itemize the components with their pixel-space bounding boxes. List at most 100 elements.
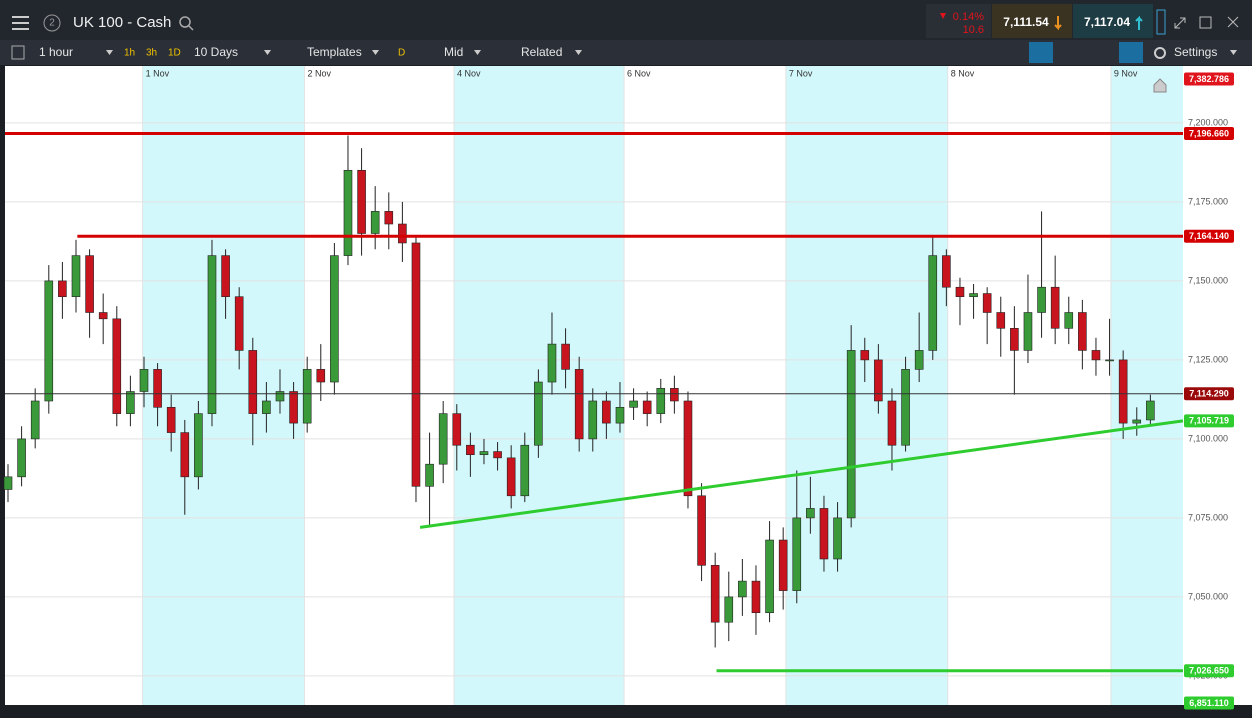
price-mode[interactable]: Mid [444, 45, 463, 59]
candle-body [629, 400, 638, 408]
candle-body [547, 343, 557, 383]
candle-body [357, 169, 366, 234]
candle-body [194, 413, 203, 478]
x-tick-label: 7 Nov [789, 68, 813, 78]
candle-body [996, 312, 1006, 329]
window-icons[interactable] [1156, 9, 1239, 35]
candle-body [398, 223, 407, 244]
candle-body [806, 508, 815, 519]
day-shade [142, 66, 305, 705]
candle-body [982, 293, 992, 313]
candle-body [928, 255, 938, 351]
candle-body [1091, 350, 1101, 361]
candle-body [710, 565, 720, 623]
d-button[interactable]: D [398, 48, 405, 59]
price-label: 7,105.719 [1189, 416, 1229, 426]
templates[interactable]: Templates [307, 45, 362, 59]
candle-body [330, 255, 339, 383]
y-tick-label: 7,200.000 [1188, 117, 1228, 127]
sell-price: 7,111.54 [1003, 15, 1049, 29]
y-tick-label: 7,150.000 [1188, 275, 1228, 285]
price-label: 7,114.290 [1189, 389, 1229, 399]
x-tick-label: 9 Nov [1114, 68, 1138, 78]
buy-price: 7,117.04 [1084, 15, 1130, 29]
candle-body [166, 407, 176, 433]
interval[interactable]: 1 hour [39, 45, 73, 59]
price-label-box [1184, 664, 1234, 678]
quick-3h[interactable]: 3h [146, 48, 157, 59]
candle-body [466, 444, 475, 456]
candle-body [561, 343, 570, 370]
related[interactable]: Related [521, 45, 562, 59]
price-label-box [1184, 72, 1234, 86]
y-tick-label: 7,125.000 [1188, 354, 1228, 364]
range[interactable]: 10 Days [194, 45, 238, 59]
y-tick-label: 7,100.000 [1188, 433, 1228, 443]
candle-body [670, 388, 679, 402]
quick-1d[interactable]: 1D [168, 48, 181, 59]
candle-body [85, 255, 94, 313]
candle-body [1023, 312, 1033, 351]
change-box [926, 4, 991, 38]
candle-body [180, 432, 190, 478]
candle-body [98, 312, 108, 320]
price-label-box [1184, 387, 1234, 401]
y-tick-label: 7,075.000 [1188, 512, 1228, 522]
price-label: 7,382.786 [1189, 74, 1229, 84]
candle-body [506, 457, 516, 497]
toolbar-icon[interactable] [11, 45, 25, 60]
price-axis [1183, 66, 1252, 705]
change-pct: 0.14% [953, 11, 984, 23]
candle-body [942, 255, 951, 288]
candle-body [438, 413, 448, 465]
down-arrow [940, 13, 946, 19]
active-tool[interactable] [1119, 42, 1143, 63]
candle-body [248, 350, 258, 414]
candle-body [1105, 359, 1114, 362]
candle-body [738, 580, 747, 598]
sell-arrow [1054, 16, 1062, 31]
badge-text: 2 [49, 18, 55, 29]
candle-body [3, 476, 13, 490]
price-label: 7,026.650 [1189, 666, 1229, 676]
settings-icon[interactable] [1154, 47, 1166, 59]
candle-body [955, 286, 965, 297]
price-label-box [1184, 126, 1234, 140]
candle-body [17, 438, 26, 478]
badge[interactable] [43, 14, 61, 32]
y-tick-label: 7,050.000 [1188, 591, 1228, 601]
search-icon[interactable] [179, 16, 194, 31]
x-tick-label: 6 Nov [627, 68, 651, 78]
candle-body [139, 369, 149, 392]
candle-body [615, 407, 625, 424]
candle-body [221, 255, 230, 297]
menu-button[interactable] [12, 16, 29, 30]
x-tick-label: 4 Nov [457, 68, 481, 78]
quick-1h[interactable]: 1h [124, 48, 135, 59]
active-tool[interactable] [1029, 42, 1053, 63]
candle-body [289, 391, 298, 424]
candle-body [452, 413, 462, 446]
candle-body [479, 451, 489, 456]
candle-body [493, 451, 502, 459]
price-label: 6,851.110 [1189, 698, 1229, 708]
candle-body [697, 495, 706, 566]
settings[interactable]: Settings [1174, 45, 1217, 59]
buy-arrow [1135, 15, 1143, 30]
x-tick-label: 2 Nov [307, 68, 331, 78]
change-pts: 10.6 [963, 24, 984, 36]
candle-body [153, 369, 162, 408]
candle-body [751, 580, 761, 614]
candle-body [30, 400, 40, 440]
candle-body [302, 369, 312, 424]
dropdown-arrows [106, 50, 1237, 55]
candle-body [534, 381, 543, 446]
candle-body [1118, 359, 1128, 424]
candle-body [642, 400, 652, 414]
instrument-title[interactable]: UK 100 - Cash [73, 14, 171, 31]
day-shade [785, 66, 948, 705]
candle-body [887, 400, 897, 446]
candle-body [234, 296, 244, 351]
candle-body [275, 391, 285, 402]
